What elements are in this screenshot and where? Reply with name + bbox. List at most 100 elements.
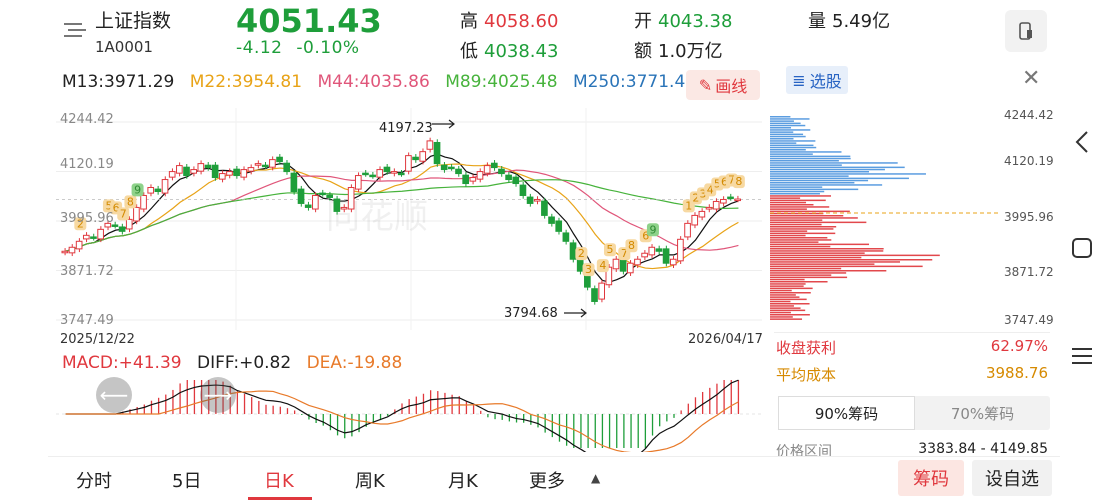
sequence-badge (74, 217, 87, 231)
close-icon[interactable]: ✕ (1022, 66, 1041, 91)
tab-monthly-k[interactable]: 月K (448, 471, 478, 492)
landscape-toggle-button[interactable] (1005, 10, 1047, 52)
chip-bar (770, 206, 830, 208)
open-label: 开 (634, 11, 652, 32)
chip-bar (770, 276, 848, 279)
chip-bar (770, 201, 807, 204)
sequence-number: 7 (621, 247, 628, 260)
candle-body (598, 282, 605, 300)
chip-axis-3: 3871.72 (1004, 265, 1054, 279)
price-axis-3: 3871.72 (60, 264, 114, 279)
chip-axis-0: 4244.42 (1004, 108, 1054, 122)
draw-line-button[interactable]: ✎ 画线 (686, 70, 760, 100)
chip-bar (770, 188, 859, 191)
chip-histogram (770, 116, 1000, 320)
chip-bar (770, 182, 855, 184)
list-icon: ≣ (792, 70, 806, 90)
list-menu-icon[interactable] (64, 22, 86, 38)
stock-picker-button[interactable]: ≣ 选股 (786, 66, 848, 94)
candle-body (648, 246, 656, 256)
chip-bar (770, 298, 807, 301)
candle-body (240, 169, 248, 178)
chip-bar (770, 250, 884, 252)
candle-body (218, 173, 226, 180)
chip-bar (770, 232, 836, 235)
chip-bar (770, 228, 834, 230)
chip-bar (770, 296, 800, 298)
add-watchlist-button[interactable]: 设自选 (972, 460, 1052, 496)
avg-cost-row: 平均成本 3988.76 (774, 362, 1050, 392)
sequence-badge (582, 263, 595, 277)
sequence-badge (131, 183, 144, 197)
chip-bar (770, 230, 808, 232)
candle-body (390, 171, 398, 174)
candle-body (455, 168, 462, 175)
price-range-value: 3383.84 - 4149.85 (918, 441, 1048, 457)
sequence-number: 8 (127, 195, 134, 208)
candle-body (512, 176, 520, 185)
candle-body (727, 196, 734, 200)
caret-up-icon[interactable]: ▲ (591, 471, 601, 485)
tab-5day[interactable]: 5日 (172, 471, 202, 492)
arrow-left-icon: ⟵ (99, 383, 129, 407)
candle-body (469, 177, 477, 182)
low-annotation: 3794.68 (504, 306, 558, 321)
chip-bar (770, 219, 823, 221)
chip-bar (770, 190, 825, 193)
period-tab-bar: 分时 5日 日K 周K 月K 更多 ▲ 筹码 设自选 (48, 456, 1060, 500)
macd-chart[interactable] (56, 376, 762, 452)
tab-more[interactable]: 更多 (529, 471, 565, 492)
ma250-label: M250:3771.46 (572, 72, 697, 92)
scroll-left-button[interactable]: ⟵ (96, 377, 132, 413)
candle-body (591, 288, 598, 302)
chip-axis-4: 3747.49 (1004, 313, 1054, 327)
chip-bar (770, 263, 875, 265)
chip-bar (770, 133, 804, 136)
arrow-right-icon: ⟶ (203, 383, 233, 407)
chip-bar (770, 177, 909, 180)
amount-stat: 额 1.0万亿 (634, 37, 723, 63)
tab-weekly-k[interactable]: 周K (355, 471, 385, 492)
candle-body (140, 194, 147, 210)
tab-70-chip[interactable]: 70%筹码 (950, 404, 1015, 423)
sequence-number: 3 (700, 187, 707, 200)
candles (61, 137, 741, 305)
chip-bar (770, 243, 870, 246)
sequence-number: 4 (707, 183, 714, 196)
candle-body (362, 172, 369, 176)
sequence-badge (596, 259, 609, 273)
candle-body (226, 171, 233, 176)
diff-line (65, 379, 739, 452)
candle-body (247, 167, 255, 172)
chip-bar (770, 226, 837, 228)
chip-bar (770, 120, 794, 122)
sequence-number: 4 (599, 259, 606, 272)
scroll-right-button[interactable]: ⟶ (200, 377, 236, 413)
tab-90-chip[interactable]: 90%筹码 (778, 396, 915, 430)
candle-body (211, 164, 219, 179)
chip-button[interactable]: 筹码 (898, 460, 964, 496)
candle-body (104, 222, 112, 228)
candle-body (168, 171, 176, 178)
system-recents-icon[interactable] (1072, 348, 1092, 369)
index-name: 上证指数 (95, 10, 172, 32)
candle-body (626, 262, 634, 274)
candle-body (533, 198, 541, 202)
system-home-icon[interactable] (1072, 238, 1092, 258)
chip-bar (770, 237, 828, 239)
candle-body (161, 179, 169, 194)
system-back-icon[interactable] (1074, 130, 1090, 154)
chip-bar (770, 281, 828, 283)
low-stat: 低 4038.43 (460, 37, 558, 63)
tab-intraday[interactable]: 分时 (76, 471, 112, 492)
candle-body (118, 226, 126, 232)
sequence-number: 3 (585, 263, 592, 276)
sequence-number: 7 (728, 173, 735, 186)
tab-daily-k[interactable]: 日K (264, 471, 294, 492)
volume-value: 5.49亿 (832, 11, 891, 32)
chip-bar (770, 193, 820, 195)
profit-row: 收盘获利 62.97% (774, 332, 1050, 362)
candle-body (662, 248, 670, 264)
